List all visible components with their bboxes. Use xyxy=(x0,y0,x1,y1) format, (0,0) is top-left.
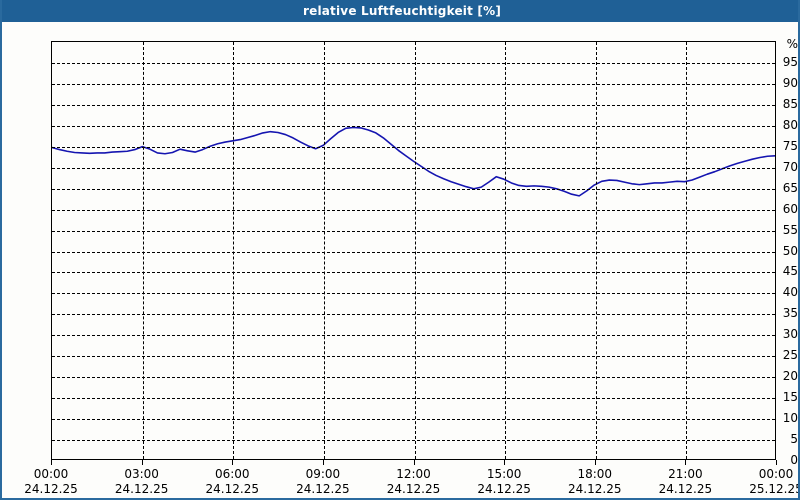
x-axis-tick-time: 21:00 xyxy=(668,467,703,481)
x-axis-tick-date: 24.12.25 xyxy=(24,482,78,496)
gridline-vertical xyxy=(323,42,325,459)
gridline-horizontal xyxy=(52,251,775,253)
x-axis-tickmark xyxy=(776,460,777,465)
x-axis-tick-date: 25.12.25 xyxy=(749,482,800,496)
gridline-horizontal xyxy=(52,335,775,337)
x-axis-tick-date: 24.12.25 xyxy=(114,482,169,496)
gridline-horizontal xyxy=(52,398,775,400)
series-line-humidity xyxy=(52,126,775,197)
x-axis-tick-date: 24.12.25 xyxy=(658,482,713,496)
page-title: relative Luftfeuchtigkeit [%] xyxy=(302,4,502,18)
gridline-horizontal xyxy=(52,83,775,85)
x-axis-tick-time: 12:00 xyxy=(396,467,431,481)
x-axis-tickmark xyxy=(51,460,52,465)
x-axis-tick-label: 00:00 25.12.25 xyxy=(731,467,800,497)
x-axis-tick-date: 24.12.25 xyxy=(568,482,622,496)
x-axis-tick-label: 00:00 24.12.25 xyxy=(6,467,96,497)
gridline-horizontal xyxy=(52,230,775,232)
x-axis-tickmark xyxy=(504,460,506,465)
x-axis-tick-label: 12:00 24.12.25 xyxy=(369,467,459,497)
x-axis-tick-date: 24.12.25 xyxy=(205,482,259,496)
gridline-horizontal xyxy=(52,272,775,274)
gridline-horizontal xyxy=(52,377,775,379)
gridline-vertical xyxy=(233,42,235,459)
x-axis-tick-time: 00:00 xyxy=(33,467,69,481)
x-axis-tick-label: 03:00 24.12.25 xyxy=(97,467,187,497)
x-axis-tick-time: 18:00 xyxy=(577,467,613,481)
gridline-horizontal xyxy=(52,146,775,148)
gridline-horizontal xyxy=(52,314,775,316)
x-axis-tick-label: 09:00 24.12.25 xyxy=(278,467,368,497)
x-axis-tick-date: 24.12.25 xyxy=(386,482,441,496)
x-axis-tickmark xyxy=(141,460,143,465)
x-axis-tick-date: 24.12.25 xyxy=(296,482,350,496)
gridline-vertical xyxy=(686,42,688,459)
gridline-vertical xyxy=(505,42,507,459)
x-axis-tick-time: 00:00 xyxy=(758,467,794,481)
x-axis-tickmark xyxy=(594,460,596,465)
gridline-vertical xyxy=(414,42,416,459)
gridline-horizontal xyxy=(52,356,775,358)
gridline-vertical xyxy=(142,42,144,459)
gridline-horizontal xyxy=(52,209,775,211)
gridline-vertical xyxy=(595,42,597,459)
chart-canvas: % 95 90 85 80 75 70 65 60 55 50 45 40 35 30 25 20 15 10 5 0… xyxy=(2,22,798,496)
gridline-horizontal xyxy=(52,125,775,127)
gridline-horizontal xyxy=(52,293,775,295)
x-axis-tick-time: 15:00 xyxy=(486,467,522,481)
series-line-layer xyxy=(52,126,775,197)
x-axis-tick-label: 15:00 24.12.25 xyxy=(459,467,549,497)
plot-area xyxy=(51,41,776,460)
x-axis-tick-label: 18:00 24.12.25 xyxy=(550,467,640,497)
x-axis-tick-time: 06:00 xyxy=(214,467,250,481)
x-axis-tick-time: 09:00 xyxy=(305,467,341,481)
gridline-horizontal xyxy=(52,440,775,442)
window-titlebar: relative Luftfeuchtigkeit [%] xyxy=(2,0,798,22)
x-axis-tickmark xyxy=(413,460,415,465)
x-axis-tick-time: 03:00 xyxy=(124,467,159,481)
gridline-horizontal xyxy=(52,419,775,421)
gridline-horizontal xyxy=(52,104,775,106)
x-axis-tickmark xyxy=(322,460,324,465)
gridline-horizontal xyxy=(52,188,775,190)
gridline-horizontal xyxy=(52,62,775,64)
x-axis-tick-date: 24.12.25 xyxy=(477,482,531,496)
x-axis-tickmark xyxy=(685,460,687,465)
x-axis-tick-label: 21:00 24.12.25 xyxy=(640,467,730,497)
x-axis-tickmark xyxy=(232,460,234,465)
y-axis-title: % xyxy=(786,37,798,51)
gridline-horizontal xyxy=(52,167,775,169)
x-axis-tick-label: 06:00 24.12.25 xyxy=(187,467,277,497)
